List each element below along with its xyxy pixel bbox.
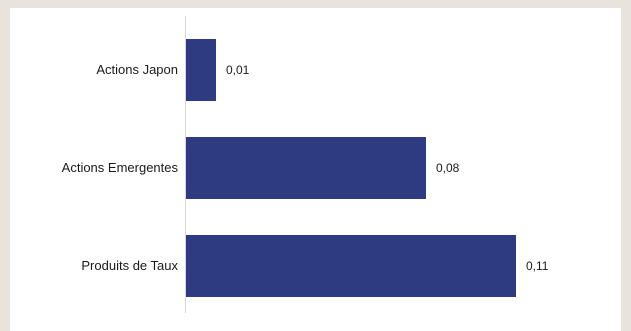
category-label: Actions Emergentes — [62, 160, 179, 175]
bar-actions-japon — [186, 39, 216, 101]
value-label: 0,11 — [526, 259, 549, 273]
category-label: Actions Japon — [96, 62, 178, 77]
value-label: 0,08 — [436, 161, 460, 175]
bar-chart: Actions Japon 0,01 Actions Emergentes 0,08 P… — [62, 16, 549, 313]
bar-actions-emergentes — [186, 137, 426, 199]
category-label: Produits de Taux — [81, 258, 178, 273]
bar-produits-de-taux — [186, 235, 516, 297]
value-label: 0,01 — [226, 63, 250, 77]
chart-card: Actions Japon 0,01 Actions Emergentes 0,08 P… — [10, 8, 621, 331]
